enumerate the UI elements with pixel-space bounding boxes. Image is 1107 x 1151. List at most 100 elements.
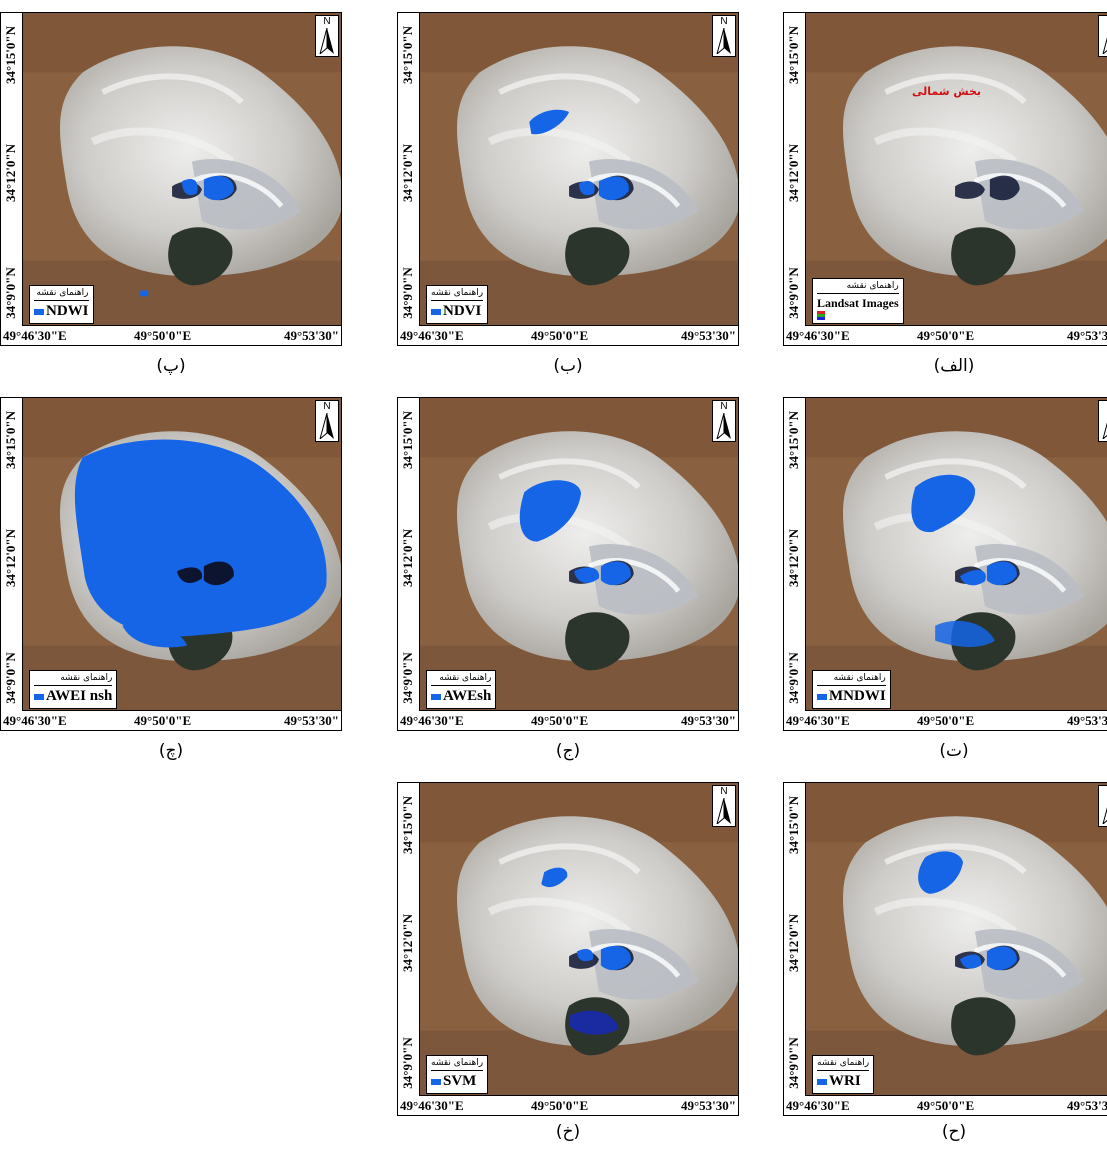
legend-item: AWEI nsh [34,688,112,705]
rgb-swatch-icon [817,311,825,320]
map-panel: 34°15'0"N 34°12'0"N 34°9'0"N 49°46'30"E 49°5… [0,397,342,731]
latitude-label: 34°15'0"N [400,411,415,469]
legend-title: راهنمای نقشه [431,288,484,301]
panel-caption: (ب) [553,356,583,376]
water-swatch-icon [34,693,44,700]
latitude-label: 34°15'0"N [400,796,415,854]
map-legend: راهنمای نقشه WRI [812,1055,875,1094]
legend-item: NDWI [34,303,89,320]
latitude-label: 34°15'0"N [786,26,801,84]
map-panel: 34°15'0"N 34°12'0"N 34°9'0"N 49°46'30"E 49°5… [397,397,739,731]
longitude-label: 49°53'30" [680,328,736,343]
latitude-label: 34°12'0"N [400,144,415,202]
satellite-map [805,398,1107,711]
latitude-label: 34°12'0"N [400,529,415,587]
map-panel: 34°15'0"N 34°12'0"N 34°9'0"N 49°46'30"E 49°5… [397,782,739,1116]
latitude-label: 34°9'0"N [786,652,801,704]
satellite-map [419,783,738,1096]
latitude-label: 34°9'0"N [400,652,415,704]
satellite-map [22,13,341,326]
legend-title: راهنمای نقشه [817,1058,870,1071]
panel-caption: (پ) [156,356,186,376]
map-legend: راهنمای نقشه NDVI [426,285,489,324]
longitude-label: 49°46'30"E [786,1098,850,1113]
legend-item: AWEsh [431,688,491,705]
longitude-label: 49°46'30"E [400,1098,464,1113]
longitude-label: 49°46'30"E [400,328,464,343]
legend-item: WRI [817,1073,869,1090]
northern-part-label: بخش شمالی [912,85,982,98]
longitude-label: 49°53'30" [680,1098,736,1113]
longitude-label: 49°50'0"E [917,1098,975,1113]
north-arrow-icon: N [712,785,736,827]
water-swatch-icon [817,1078,827,1085]
longitude-label: 49°50'0"E [917,713,975,728]
longitude-label: 49°50'0"E [531,1098,589,1113]
longitude-label: 49°53'30" [1066,1098,1107,1113]
legend-title: راهنمای نقشه [817,281,899,294]
panel-caption: (ج) [555,741,581,761]
latitude-label: 34°9'0"N [786,267,801,319]
panel-caption: (الف) [933,356,975,376]
panel-caption: (چ) [158,741,184,761]
map-panel: بخش شمالی 34°15'0"N 34°12'0"N 34°9'0"N 49°46… [783,12,1107,346]
legend-title: راهنمای نقشه [817,673,886,686]
map-legend: راهنمای نقشه Landsat Images [812,278,904,324]
latitude-label: 34°12'0"N [786,914,801,972]
latitude-label: 34°9'0"N [400,267,415,319]
latitude-label: 34°15'0"N [786,796,801,854]
water-swatch-icon [817,693,827,700]
latitude-label: 34°15'0"N [786,411,801,469]
latitude-label: 34°9'0"N [3,267,18,319]
latitude-label: 34°12'0"N [786,144,801,202]
latitude-label: 34°12'0"N [786,529,801,587]
longitude-label: 49°53'30" [283,713,339,728]
longitude-label: 49°46'30"E [400,713,464,728]
longitude-label: 49°46'30"E [3,713,67,728]
latitude-label: 34°15'0"N [400,26,415,84]
longitude-label: 49°53'30" [1066,328,1107,343]
latitude-label: 34°15'0"N [3,411,18,469]
longitude-label: 49°50'0"E [134,713,192,728]
legend-title: راهنمای نقشه [34,288,89,301]
longitude-label: 49°53'30" [1066,713,1107,728]
longitude-label: 49°53'30" [680,713,736,728]
north-arrow-icon: N [712,400,736,442]
map-legend: راهنمای نقشه SVM [426,1055,489,1094]
longitude-label: 49°53'30" [283,328,339,343]
map-legend: راهنمای نقشه MNDWI [812,670,891,709]
latitude-label: 34°9'0"N [400,1037,415,1089]
map-panel: 34°15'0"N 34°12'0"N 34°9'0"N 49°46'30"E 49°5… [783,782,1107,1116]
north-arrow-icon: N [1098,15,1107,57]
longitude-label: 49°50'0"E [531,713,589,728]
north-arrow-icon: N [315,15,339,57]
legend-item: SVM [431,1073,483,1090]
map-panel: 34°15'0"N 34°12'0"N 34°9'0"N 49°46'30"E 49°5… [0,12,342,346]
panel-caption: (ح) [941,1122,967,1142]
water-swatch-icon [34,308,44,315]
panel-caption: (ت) [939,741,969,761]
legend-item: Landsat Images [817,296,899,320]
longitude-label: 49°50'0"E [917,328,975,343]
map-legend: راهنمای نقشه AWEI nsh [29,670,118,709]
longitude-label: 49°46'30"E [786,713,850,728]
legend-item: MNDWI [817,688,886,705]
satellite-map [419,398,738,711]
longitude-label: 49°46'30"E [3,328,67,343]
legend-title: راهنمای نقشه [431,1058,484,1071]
north-arrow-icon: N [315,400,339,442]
panel-caption: (خ) [555,1122,581,1142]
legend-title: راهنمای نقشه [431,673,492,686]
satellite-map [419,13,738,326]
latitude-label: 34°12'0"N [3,529,18,587]
legend-title: راهنمای نقشه [34,673,113,686]
latitude-label: 34°9'0"N [786,1037,801,1089]
longitude-label: 49°50'0"E [134,328,192,343]
latitude-label: 34°9'0"N [3,652,18,704]
north-arrow-icon: N [1098,400,1107,442]
satellite-map [805,783,1107,1096]
latitude-label: 34°12'0"N [3,144,18,202]
satellite-map [22,398,341,711]
north-arrow-icon: N [712,15,736,57]
map-panel: 34°15'0"N 34°12'0"N 34°9'0"N 49°46'30"E 49°5… [783,397,1107,731]
